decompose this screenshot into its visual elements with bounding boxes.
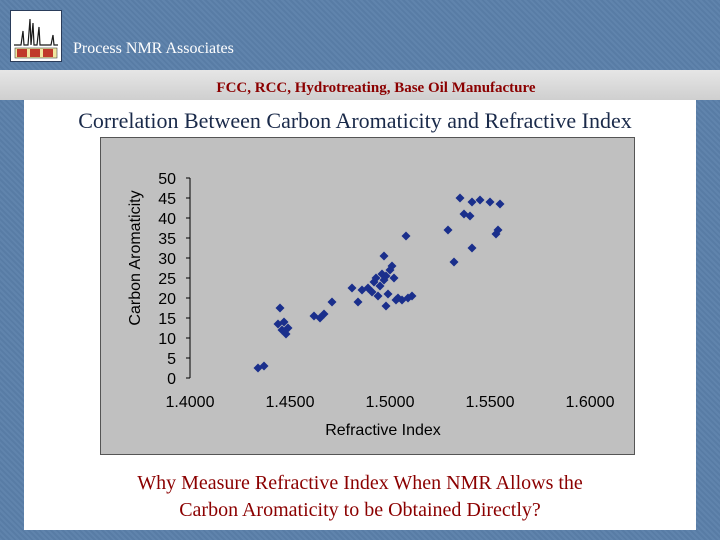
y-tick-label: 15 <box>158 311 176 328</box>
data-point <box>381 301 391 311</box>
y-tick-label: 20 <box>158 291 176 308</box>
data-point <box>375 281 385 291</box>
data-point <box>401 231 411 241</box>
x-tick-label: 1.6000 <box>566 394 615 411</box>
x-tick-labels: 1.4000 1.4500 1.5000 1.5500 1.6000 <box>166 394 615 411</box>
data-point <box>279 317 289 327</box>
company-logo <box>10 10 62 62</box>
company-name: Process NMR Associates <box>73 40 234 57</box>
chart-title: Correlation Between Carbon Aromaticity a… <box>78 108 632 133</box>
data-point <box>283 323 293 333</box>
data-point <box>495 199 505 209</box>
y-tick-label: 25 <box>158 271 176 288</box>
y-tick-label: 5 <box>167 351 176 368</box>
x-tick-label: 1.5000 <box>366 394 415 411</box>
slide-subtitle: FCC, RCC, Hydrotreating, Base Oil Manufa… <box>216 80 536 96</box>
x-tick-label: 1.4500 <box>266 394 315 411</box>
data-point <box>485 197 495 207</box>
data-points <box>253 193 505 373</box>
slide-question: Why Measure Refractive Index When NMR Al… <box>60 470 660 524</box>
data-point <box>353 297 363 307</box>
y-tick-label: 0 <box>167 371 176 388</box>
data-point <box>347 283 357 293</box>
x-tick-label: 1.4000 <box>166 394 215 411</box>
data-point <box>443 225 453 235</box>
y-tick-label: 30 <box>158 251 176 268</box>
data-point <box>467 243 477 253</box>
y-tick-label: 10 <box>158 331 176 348</box>
x-tick-label: 1.5500 <box>466 394 515 411</box>
data-point <box>465 211 475 221</box>
data-point <box>367 287 377 297</box>
y-axis-title: Carbon Aromaticity <box>127 190 144 325</box>
data-point <box>319 309 329 319</box>
y-tick-label: 35 <box>158 231 176 248</box>
x-axis-title: Refractive Index <box>325 422 441 439</box>
chart-frame <box>100 137 635 455</box>
question-line-1: Why Measure Refractive Index When NMR Al… <box>137 472 583 494</box>
data-point <box>371 273 381 283</box>
data-point <box>493 225 503 235</box>
data-point <box>449 257 459 267</box>
y-tick-label: 40 <box>158 211 176 228</box>
nmr-spectrum-icon <box>14 18 58 59</box>
data-point <box>407 291 417 301</box>
y-tick-label: 50 <box>158 171 176 188</box>
data-point <box>467 197 477 207</box>
data-point <box>373 291 383 301</box>
data-point <box>383 289 393 299</box>
data-point <box>259 361 269 371</box>
data-point <box>381 271 391 281</box>
y-tick-label: 45 <box>158 191 176 208</box>
data-point <box>455 193 465 203</box>
data-point <box>379 251 389 261</box>
data-point <box>275 303 285 313</box>
question-line-2: Carbon Aromaticity to be Obtained Direct… <box>179 499 541 521</box>
data-point <box>327 297 337 307</box>
data-point <box>389 273 399 283</box>
data-point <box>475 195 485 205</box>
data-point <box>387 261 397 271</box>
subtitle-band <box>0 70 720 100</box>
